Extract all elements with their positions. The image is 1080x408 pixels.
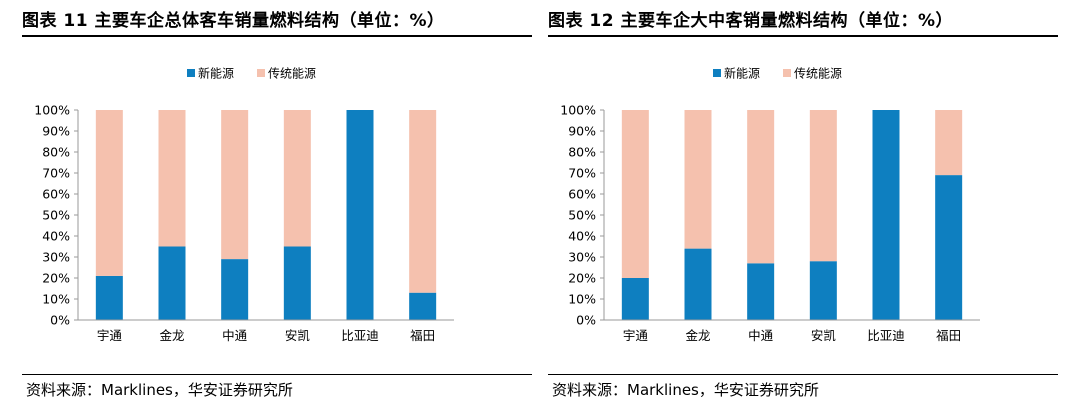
figure-title: 图表 12 主要车企大中客销量燃料结构（单位：%） <box>548 11 954 31</box>
source-divider <box>22 374 532 375</box>
y-tick-label: 10% <box>568 292 596 307</box>
legend-swatch-new-energy <box>713 69 721 77</box>
bar-traditional <box>409 110 437 293</box>
legend-label: 新能源 <box>724 66 760 81</box>
bar-new-energy <box>747 263 775 320</box>
bar-new-energy <box>221 259 249 320</box>
bar-traditional <box>283 110 311 247</box>
y-tick-label: 100% <box>560 103 596 118</box>
figure-title: 图表 11 主要车企总体客车销量燃料结构（单位：%） <box>22 11 445 31</box>
y-tick-label: 90% <box>568 124 596 139</box>
x-tick-label: 比亚迪 <box>867 328 905 343</box>
y-tick-label: 20% <box>568 271 596 286</box>
bar-new-energy <box>621 278 649 320</box>
y-tick-label: 90% <box>42 124 70 139</box>
y-tick-label: 0% <box>576 313 596 328</box>
bar-new-energy <box>95 275 123 320</box>
title-divider <box>548 35 1058 37</box>
source-note: 资料来源：Marklines，华安证券研究所 <box>552 381 819 399</box>
bar-traditional <box>747 110 775 264</box>
legend-label: 新能源 <box>198 66 234 81</box>
legend-label: 传统能源 <box>268 66 316 81</box>
x-tick-label: 金龙 <box>685 328 710 343</box>
bar-new-energy <box>283 246 311 320</box>
y-tick-label: 60% <box>568 187 596 202</box>
bar-new-energy <box>158 246 186 320</box>
bar-new-energy <box>409 292 437 320</box>
legend-swatch-new-energy <box>187 69 195 77</box>
x-tick-label: 安凯 <box>811 328 837 343</box>
x-tick-label: 中通 <box>748 328 774 343</box>
stacked-bar-chart: 新能源 传统能源 0% 10% 20% 30% 40% 50% 60% 70% 80% 90% 100%… <box>34 66 454 343</box>
x-tick-label: 宇通 <box>97 328 123 343</box>
bar-traditional <box>621 110 649 278</box>
source-note: 资料来源：Marklines，华安证券研究所 <box>26 381 293 399</box>
stacked-bar-chart: 新能源 传统能源 0% 10% 20% 30% 40% 50% 60% 70% 80% 90% 100%… <box>560 66 980 343</box>
y-tick-label: 20% <box>42 271 70 286</box>
legend-swatch-traditional <box>783 69 791 77</box>
y-tick-label: 80% <box>568 145 596 160</box>
y-tick-label: 80% <box>42 145 70 160</box>
legend-label: 传统能源 <box>794 66 842 81</box>
bar-new-energy <box>346 110 374 320</box>
y-tick-label: 50% <box>568 208 596 223</box>
bar-traditional <box>158 110 186 247</box>
bar-traditional <box>809 110 837 262</box>
y-tick-label: 10% <box>42 292 70 307</box>
y-tick-label: 70% <box>568 166 596 181</box>
x-tick-label: 金龙 <box>159 328 184 343</box>
y-tick-label: 40% <box>42 229 70 244</box>
bar-new-energy <box>809 261 837 320</box>
chart-panel-figure-12: 图表 12 主要车企大中客销量燃料结构（单位：%） 新能源 传统能源 0% 10% 20… <box>548 0 1058 408</box>
y-tick-label: 50% <box>42 208 70 223</box>
y-tick-label: 60% <box>42 187 70 202</box>
x-tick-label: 福田 <box>936 328 961 343</box>
bar-new-energy <box>684 248 712 320</box>
y-tick-label: 30% <box>42 250 70 265</box>
y-tick-label: 30% <box>568 250 596 265</box>
bar-new-energy <box>935 175 963 320</box>
x-tick-label: 比亚迪 <box>341 328 379 343</box>
title-divider <box>22 35 532 37</box>
bar-traditional <box>935 110 963 176</box>
x-tick-label: 安凯 <box>285 328 311 343</box>
bar-traditional <box>221 110 249 260</box>
chart-panel-figure-11: 图表 11 主要车企总体客车销量燃料结构（单位：%） 新能源 传统能源 0% 10% 2… <box>22 0 532 408</box>
source-divider <box>548 374 1058 375</box>
x-tick-label: 福田 <box>410 328 435 343</box>
bar-new-energy <box>872 110 900 320</box>
bar-traditional <box>684 110 712 249</box>
legend-swatch-traditional <box>257 69 265 77</box>
y-tick-label: 100% <box>34 103 70 118</box>
bar-traditional <box>95 110 123 276</box>
x-tick-label: 中通 <box>222 328 248 343</box>
y-tick-label: 0% <box>50 313 70 328</box>
x-tick-label: 宇通 <box>623 328 649 343</box>
y-tick-label: 40% <box>568 229 596 244</box>
y-tick-label: 70% <box>42 166 70 181</box>
